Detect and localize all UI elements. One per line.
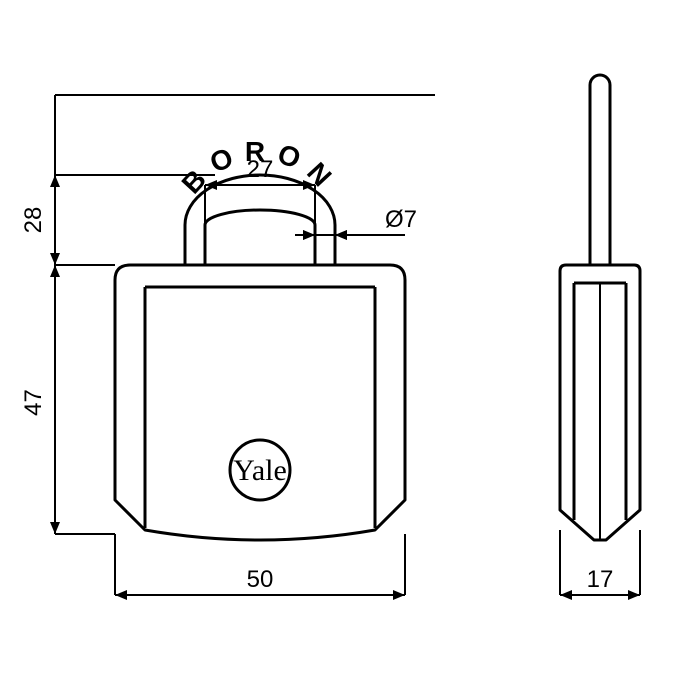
brand-label: Yale xyxy=(233,454,287,487)
dim-shackle-height: 28 xyxy=(20,207,47,234)
dim-shackle-inner: 27 xyxy=(247,156,274,183)
dim-body-width: 50 xyxy=(247,566,274,593)
dim-shackle-dia: Ø7 xyxy=(385,206,417,233)
dim-side-width: 17 xyxy=(587,566,614,593)
dim-body-height: 47 xyxy=(20,389,47,416)
padlock-diagram: BORONYale28475027Ø717 xyxy=(0,0,700,700)
